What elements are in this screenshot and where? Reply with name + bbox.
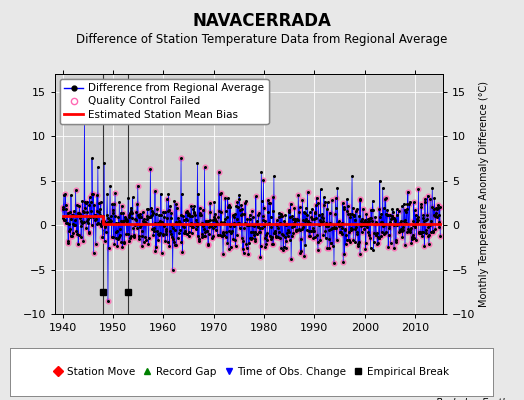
Legend: Station Move, Record Gap, Time of Obs. Change, Empirical Break: Station Move, Record Gap, Time of Obs. C… [50,363,453,381]
Y-axis label: Monthly Temperature Anomaly Difference (°C): Monthly Temperature Anomaly Difference (… [479,81,489,307]
Text: NAVACERRADA: NAVACERRADA [192,12,332,30]
Text: Difference of Station Temperature Data from Regional Average: Difference of Station Temperature Data f… [77,33,447,46]
Text: Berkeley Earth: Berkeley Earth [436,398,508,400]
Legend: Difference from Regional Average, Quality Control Failed, Estimated Station Mean: Difference from Regional Average, Qualit… [60,79,268,124]
